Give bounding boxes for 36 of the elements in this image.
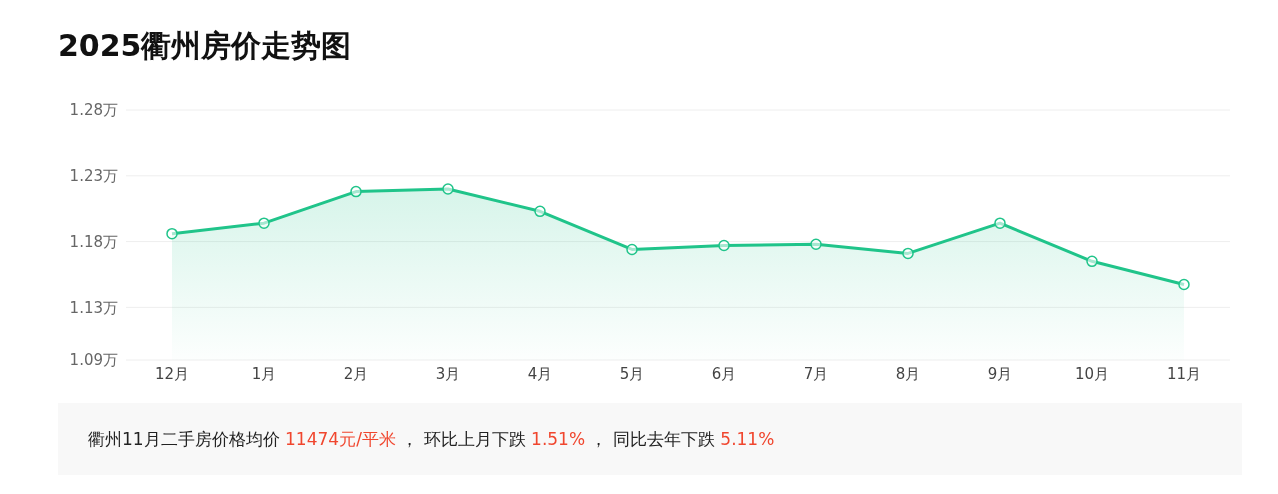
x-tick-label: 4月 [527, 364, 553, 383]
y-tick-label: 1.23万 [69, 167, 118, 186]
x-tick-label: 11月 [1166, 364, 1202, 383]
y-tick-label: 1.18万 [69, 232, 118, 251]
point [1086, 255, 1098, 268]
x-tick-label: 8月 [895, 364, 921, 383]
point [534, 205, 546, 218]
point [1178, 278, 1190, 291]
text: ， 同比去年下跌 [589, 427, 716, 451]
x-tick-label: 9月 [987, 364, 1013, 383]
x-tick-label: 10月 [1074, 364, 1110, 383]
x-tick-label: 3月 [435, 364, 461, 383]
x-tick-label: 5月 [619, 364, 645, 383]
x-tick-label: 6月 [711, 364, 737, 383]
x-tick-label: 2月 [343, 364, 369, 383]
point [626, 243, 638, 256]
y-tick-label: 1.13万 [69, 298, 118, 317]
point [718, 239, 730, 252]
text: 1.51% [531, 429, 586, 449]
y-tick-label: 1.28万 [69, 101, 118, 120]
y-tick-label: 1.09万 [69, 351, 118, 370]
point [442, 183, 454, 195]
point [994, 217, 1006, 229]
chart-title: 2025衢州房价走势图 [58, 27, 352, 65]
x-tick-label: 7月 [803, 364, 829, 383]
point [810, 238, 822, 250]
x-tick-label: 12月 [154, 364, 190, 383]
point [350, 185, 362, 198]
text: 5.11% [720, 429, 775, 449]
text: 11474元/平米 [285, 427, 396, 451]
point [258, 217, 270, 229]
x-tick-label: 1月 [251, 364, 277, 383]
text: 衢州11月二手房价格均价 [88, 427, 281, 451]
text: ， 环比上月下跌 [400, 427, 527, 451]
point [166, 227, 178, 240]
point [902, 247, 914, 260]
